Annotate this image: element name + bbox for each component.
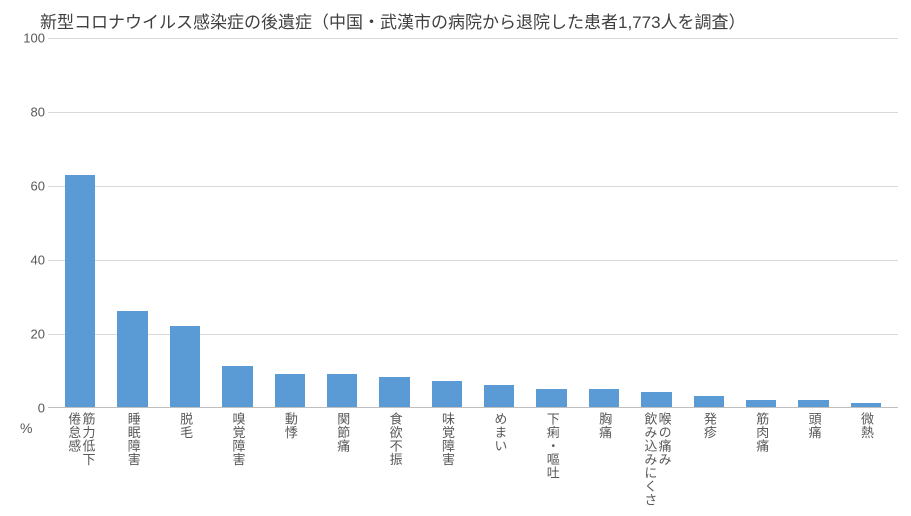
x-label-slot: 味覚障害 <box>421 412 473 507</box>
x-tick-label: 関節痛 <box>335 412 349 507</box>
bar-slot <box>421 38 473 407</box>
x-label-slot: 嗅覚障害 <box>211 412 263 507</box>
bar-slot <box>316 38 368 407</box>
x-label-slot: 喉の痛み飲み込みにくさ <box>630 412 682 507</box>
bar-slot <box>106 38 158 407</box>
x-label-slot: 食欲不振 <box>368 412 420 507</box>
bar <box>536 389 566 407</box>
x-tick-label: 下痢・嘔吐 <box>544 412 558 507</box>
x-tick-label: 食欲不振 <box>387 412 401 507</box>
bar <box>798 400 828 407</box>
bar-slot <box>525 38 577 407</box>
y-tick-label: 100 <box>5 31 45 46</box>
bar <box>222 366 252 407</box>
y-tick-label: 20 <box>5 327 45 342</box>
bar <box>275 374 305 407</box>
bar <box>327 374 357 407</box>
plot-area <box>48 38 898 408</box>
bar-slot <box>630 38 682 407</box>
x-tick-label: 微熱 <box>859 412 873 507</box>
bar-slot <box>264 38 316 407</box>
chart-title: 新型コロナウイルス感染症の後遺症（中国・武漢市の病院から退院した患者1,773人… <box>40 8 746 33</box>
x-label-slot: 筋力低下倦怠感 <box>54 412 106 507</box>
bar-slot <box>683 38 735 407</box>
x-tick-label: 睡眠障害 <box>125 412 139 507</box>
x-label-slot: 下痢・嘔吐 <box>525 412 577 507</box>
y-tick-label: 40 <box>5 253 45 268</box>
bar <box>694 396 724 407</box>
x-tick-label: 喉の痛み飲み込みにくさ <box>642 412 671 507</box>
bar <box>65 175 95 407</box>
x-label-slot: めまい <box>473 412 525 507</box>
bar-slot <box>787 38 839 407</box>
bar-slot <box>735 38 787 407</box>
x-tick-label: 味覚障害 <box>440 412 454 507</box>
x-tick-label: 動悸 <box>283 412 297 507</box>
bar-slot <box>578 38 630 407</box>
bar <box>851 403 881 407</box>
bar <box>117 311 147 407</box>
x-label-slot: 脱毛 <box>159 412 211 507</box>
bars-container <box>48 38 898 407</box>
x-label-slot: 頭痛 <box>787 412 839 507</box>
x-tick-label: 脱毛 <box>178 412 192 507</box>
x-tick-label: 発疹 <box>702 412 716 507</box>
x-label-slot: 胸痛 <box>578 412 630 507</box>
bar <box>432 381 462 407</box>
x-label-slot: 動悸 <box>264 412 316 507</box>
x-label-slot: 発疹 <box>683 412 735 507</box>
bar <box>484 385 514 407</box>
bar-slot <box>54 38 106 407</box>
x-tick-label: 頭痛 <box>806 412 820 507</box>
y-tick-label: 0 <box>5 401 45 416</box>
x-tick-label: 嗅覚障害 <box>230 412 244 507</box>
bar <box>746 400 776 407</box>
bar-slot <box>159 38 211 407</box>
x-tick-label: 筋力低下倦怠感 <box>66 412 95 507</box>
x-label-slot: 微熱 <box>840 412 892 507</box>
x-label-slot: 関節痛 <box>316 412 368 507</box>
bar <box>379 377 409 407</box>
x-labels-container: 筋力低下倦怠感 睡眠障害 脱毛 嗅覚障害 動悸 関節痛 食欲不振 味覚障害 めまい 下痢・嘔吐 胸痛… <box>48 412 898 507</box>
bar-slot <box>473 38 525 407</box>
bar <box>641 392 671 407</box>
bar-slot <box>211 38 263 407</box>
y-axis-unit: % <box>20 420 32 436</box>
bar <box>589 389 619 407</box>
x-tick-label: 筋肉痛 <box>754 412 768 507</box>
y-tick-label: 80 <box>5 105 45 120</box>
y-tick-label: 60 <box>5 179 45 194</box>
bar-slot <box>368 38 420 407</box>
x-label-slot: 筋肉痛 <box>735 412 787 507</box>
x-label-slot: 睡眠障害 <box>106 412 158 507</box>
bar <box>170 326 200 407</box>
x-tick-label: めまい <box>492 412 506 507</box>
bar-slot <box>840 38 892 407</box>
x-tick-label: 胸痛 <box>597 412 611 507</box>
